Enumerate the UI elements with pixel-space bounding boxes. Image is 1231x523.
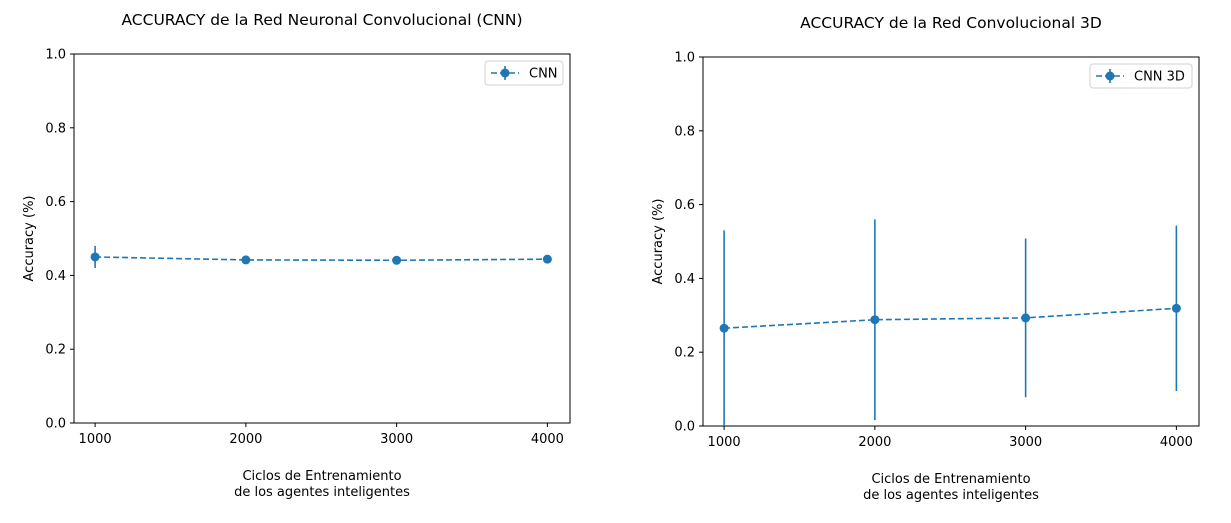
data-point <box>241 255 251 265</box>
data-point <box>392 255 402 265</box>
x-tick-label: 3000 <box>380 432 413 447</box>
legend-marker-sample <box>500 68 510 78</box>
series-line <box>724 307 1177 330</box>
plot-area: 0.0 0.2 0.4 0.6 0.8 1.0 1000 2000 3000 4000 <box>674 51 1200 450</box>
x-tick-label: 1000 <box>79 432 112 447</box>
legend-label: CNN <box>529 67 558 82</box>
y-axis-label: Accuracy (%) <box>651 199 666 285</box>
y-tick-label: 0.4 <box>45 269 66 284</box>
legend: CNN 3D <box>1089 63 1193 89</box>
y-tick-label: 0.4 <box>674 272 695 287</box>
data-point <box>1021 313 1031 323</box>
axes-frame <box>73 53 571 424</box>
y-tick-label: 0.0 <box>45 417 66 432</box>
legend-label: CNN 3D <box>1134 70 1185 85</box>
legend-box <box>1089 63 1193 89</box>
plot-area: 0.0 0.2 0.4 0.6 0.8 1.0 1000 2000 3000 4000 <box>45 48 571 447</box>
data-point <box>542 254 552 264</box>
x-axis-label-line2: de los agentes inteligentes <box>863 488 1039 503</box>
y-tick-label: 0.2 <box>45 343 66 358</box>
x-axis-label-line1: Ciclos de Entrenamiento <box>242 469 401 484</box>
data-point <box>90 252 100 262</box>
legend-marker-sample <box>1105 71 1115 81</box>
chart-cnn-3d: ACCURACY de la Red Convolucional 3D Accu… <box>651 14 1200 503</box>
x-axis-label-line1: Ciclos de Entrenamiento <box>871 472 1030 487</box>
x-tick-label: 4000 <box>1160 435 1193 450</box>
y-tick-label: 0.6 <box>674 198 695 213</box>
series-line <box>95 256 548 262</box>
chart-title: ACCURACY de la Red Convolucional 3D <box>800 14 1102 32</box>
y-tick-label: 0.8 <box>674 124 695 139</box>
y-tick-label: 0.8 <box>45 121 66 136</box>
legend: CNN <box>484 60 564 86</box>
y-tick-label: 1.0 <box>674 51 695 66</box>
y-tick-label: 1.0 <box>45 48 66 63</box>
y-tick-label: 0.0 <box>674 420 695 435</box>
x-tick-label: 1000 <box>708 435 741 450</box>
y-tick-label: 0.2 <box>674 346 695 361</box>
data-point <box>1171 303 1181 313</box>
x-tick-label: 3000 <box>1009 435 1042 450</box>
x-tick-label: 4000 <box>531 432 564 447</box>
chart-title: ACCURACY de la Red Neuronal Convoluciona… <box>121 11 522 29</box>
data-point <box>719 323 729 333</box>
x-tick-label: 2000 <box>858 435 891 450</box>
axes-frame <box>702 56 1200 427</box>
y-tick-label: 0.6 <box>45 195 66 210</box>
x-tick-label: 2000 <box>229 432 262 447</box>
x-axis-label-line2: de los agentes inteligentes <box>234 485 410 500</box>
chart-cnn: ACCURACY de la Red Neuronal Convoluciona… <box>22 11 571 500</box>
data-point <box>870 315 880 325</box>
y-axis-label: Accuracy (%) <box>22 196 37 282</box>
